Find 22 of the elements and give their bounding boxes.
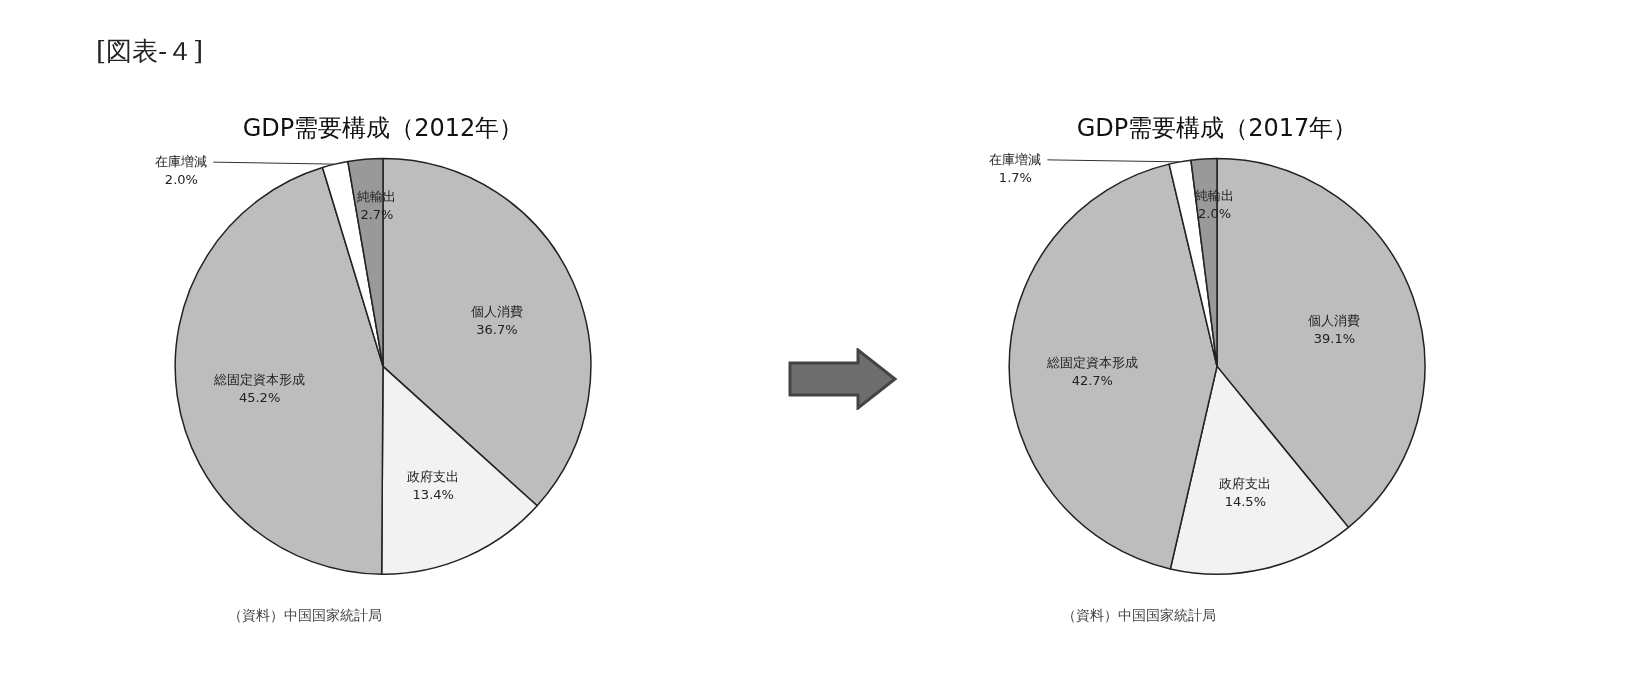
data-label: 45.2% (238, 390, 281, 406)
slice-label: 在庫増減 (989, 151, 1042, 167)
slice-label: 個人消費 (1308, 312, 1361, 328)
slice-label: 政府支出 (1219, 475, 1272, 491)
chart-title: GDP需要構成（2017年） (1076, 113, 1358, 142)
text: （資料）中国国家統計局 (1062, 607, 1216, 625)
text: [図表-４] (96, 35, 204, 68)
slice-label: 在庫増減 (155, 154, 208, 170)
slice-label: 純輸出 (357, 188, 397, 204)
data-label: 14.5% (1224, 493, 1267, 509)
slice-label: 総固定資本形成 (213, 372, 306, 388)
text: （資料）中国国家統計局 (228, 607, 382, 625)
data-label: 36.7% (476, 321, 518, 337)
data-label: 2.0% (164, 172, 198, 188)
slice-label: 総固定資本形成 (1045, 354, 1138, 370)
data-label: 13.4% (412, 486, 454, 502)
data-label: 42.7% (1071, 372, 1113, 388)
data-label: 1.7% (998, 169, 1032, 185)
chart-title: GDP需要構成（2012年） (242, 113, 524, 142)
slice-label: 個人消費 (470, 303, 523, 319)
slice-label: 政府支出 (407, 468, 460, 484)
data-label: 39.1% (1313, 330, 1356, 346)
